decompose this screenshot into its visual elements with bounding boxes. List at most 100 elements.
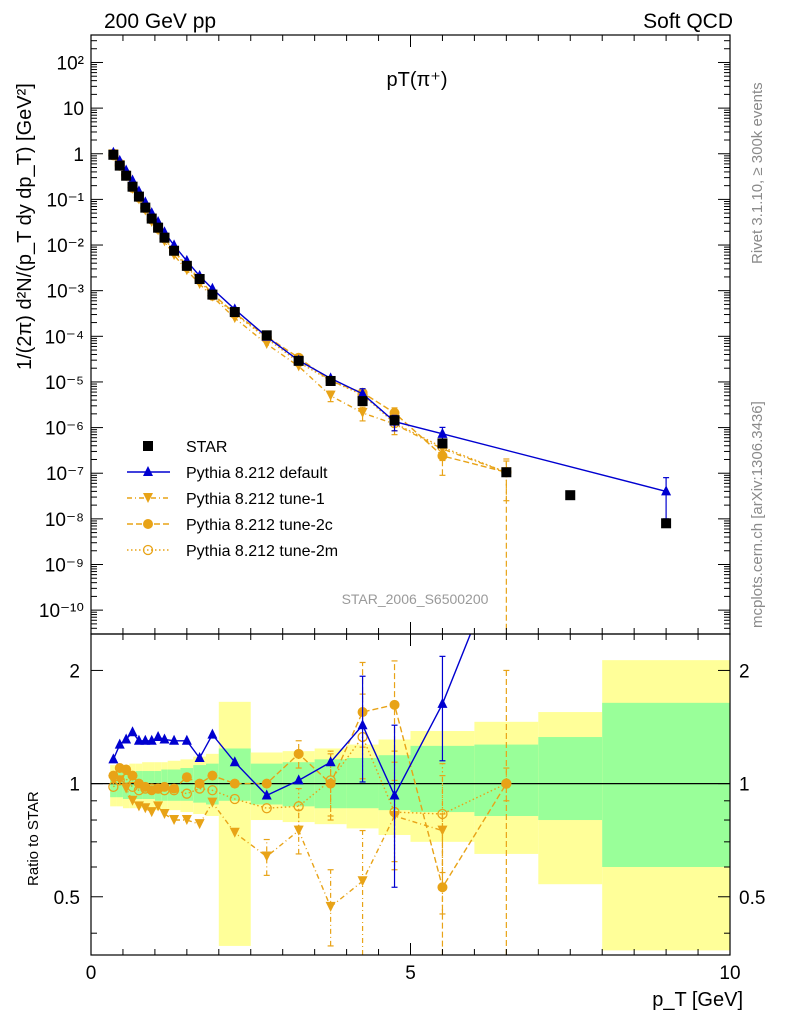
ratio-y-axis-label: Ratio to STAR (25, 791, 42, 886)
data-point-star (501, 467, 512, 478)
legend-marker (142, 544, 154, 556)
data-point-pythia-8-212-default (357, 387, 368, 398)
y-tick-label: 10² (57, 53, 84, 74)
data-point-pythia-8-212-tune-2c (389, 699, 400, 710)
data-point-pythia-8-212-tune-1 (207, 797, 218, 808)
data-point-pythia-8-212-default (146, 734, 157, 745)
data-point-star (127, 181, 138, 192)
data-point-pythia-8-212-tune-2m (293, 801, 304, 812)
band-inner (538, 737, 603, 821)
y-tick-label: 10⁻⁴ (45, 327, 84, 348)
data-point-pythia-8-212-tune-2c (181, 772, 192, 783)
legend-marker (143, 466, 153, 476)
band-inner (148, 771, 155, 799)
data-point-star (661, 518, 672, 529)
side-info-rivet: Rivet 3.1.10, ≥ 300k events (749, 82, 766, 264)
data-point-pythia-8-212-default (153, 731, 164, 742)
data-point-pythia-8-212-tune-1 (181, 815, 192, 826)
data-point-star (133, 191, 144, 202)
data-point-pythia-8-212-tune-2c (127, 770, 138, 781)
band-inner (129, 772, 136, 799)
data-point-pythia-8-212-default (169, 734, 180, 745)
data-point-pythia-8-212-tune-1 (127, 795, 138, 806)
data-point-pythia-8-212-default (181, 734, 192, 745)
data-point-pythia-8-212-tune-1 (357, 876, 368, 887)
data-point-pythia-8-212-default (159, 733, 170, 744)
data-point-pythia-8-212-tune-1 (325, 901, 336, 912)
analysis-id-label: STAR_2006_S6500200 (342, 591, 489, 607)
data-point-pythia-8-212-tune-2m (181, 788, 193, 799)
legend-marker (143, 441, 153, 451)
y-tick-label: 10⁻¹⁰ (39, 601, 84, 622)
side-info-url: mcplots.cern.ch [arXiv:1306.3436] (749, 401, 766, 628)
y-tick-label: 10⁻³ (47, 282, 85, 303)
y-tick-label: 10⁻⁶ (45, 419, 84, 440)
data-point-pythia-8-212-default (207, 728, 218, 739)
data-point-star (437, 438, 448, 449)
data-point-star (108, 149, 119, 160)
data-point-pythia-8-212-default (325, 756, 336, 767)
main-plot-marks (108, 146, 672, 634)
x-tick-label: 0 (86, 963, 97, 984)
main-y-axis-label: 1/(2π) d²N/(p_T dy dp_T) [GeV²] (14, 83, 36, 370)
data-point-pythia-8-212-tune-1 (261, 851, 272, 862)
data-point-star (325, 375, 336, 386)
ratio-y-tick-label-right: 1 (739, 775, 750, 796)
data-point-star (229, 307, 240, 318)
data-point-pythia-8-212-default (293, 774, 304, 785)
y-tick-label: 10⁻¹ (47, 190, 85, 211)
data-point-pythia-8-212-tune-1 (108, 775, 119, 786)
data-point-pythia-8-212-tune-2c (159, 781, 170, 792)
data-point-pythia-8-212-default (389, 789, 400, 800)
ratio-y-tick-label-left: 0.5 (54, 888, 80, 909)
data-point-star (121, 170, 132, 181)
data-point-pythia-8-212-tune-2c (229, 778, 240, 789)
data-point-pythia-8-212-default (140, 734, 151, 745)
data-point-star (565, 490, 576, 501)
legend-label: STAR (186, 439, 227, 456)
y-tick-label: 1 (73, 145, 84, 166)
data-point-pythia-8-212-tune-2m (229, 793, 240, 805)
series-line-pythia-8-212-tune-2m (112, 154, 507, 473)
ratio-y-tick-label-right: 2 (739, 661, 750, 682)
data-point-star (357, 396, 368, 407)
data-point-star (153, 222, 164, 233)
data-point-star (389, 415, 400, 426)
data-point-pythia-8-212-tune-1 (194, 819, 205, 830)
data-point-pythia-8-212-default (121, 733, 132, 744)
data-point-pythia-8-212-tune-1 (146, 807, 157, 818)
data-point-pythia-8-212-tune-2m (261, 803, 272, 814)
data-point-pythia-8-212-tune-1 (159, 809, 170, 820)
ratio-y-tick-label-right: 0.5 (739, 888, 765, 909)
data-point-pythia-8-212-tune-1 (140, 803, 151, 814)
series-line-pythia-8-212-tune-1 (112, 154, 507, 473)
legend-label: Pythia 8.212 default (186, 465, 328, 482)
ratio-plot-marks (91, 634, 730, 955)
data-point-pythia-8-212-default (127, 726, 138, 737)
data-point-star (114, 160, 125, 171)
legend-label: Pythia 8.212 tune-2c (186, 517, 333, 534)
y-tick-label: 10 (63, 99, 84, 120)
data-point-pythia-8-212-tune-1 (261, 338, 272, 349)
y-tick-label: 10⁻⁸ (45, 510, 84, 531)
header-left-label: 200 GeV pp (104, 10, 216, 33)
data-point-star (194, 274, 205, 285)
data-point-pythia-8-212-default (114, 738, 125, 749)
legend-label: Pythia 8.212 tune-2m (186, 543, 338, 560)
legend: STAR Pythia 8.212 default Pythia 8.212 tun… (127, 439, 338, 560)
ratio-y-tick-label-left: 2 (69, 661, 80, 682)
data-point-pythia-8-212-tune-2c (121, 764, 132, 775)
x-tick-label: 5 (405, 963, 416, 984)
data-point-pythia-8-212-tune-2c (501, 778, 512, 789)
data-point-pythia-8-212-tune-2c (169, 783, 180, 794)
data-point-star (169, 245, 180, 256)
data-point-pythia-8-212-tune-1 (229, 827, 240, 838)
data-point-pythia-8-212-tune-1 (293, 825, 304, 836)
data-point-pythia-8-212-tune-2c (293, 748, 304, 759)
data-point-pythia-8-212-default (437, 697, 448, 708)
data-point-star (207, 289, 218, 300)
data-point-pythia-8-212-tune-2c (207, 770, 218, 781)
data-point-star (159, 232, 170, 243)
band-inner (602, 702, 730, 867)
